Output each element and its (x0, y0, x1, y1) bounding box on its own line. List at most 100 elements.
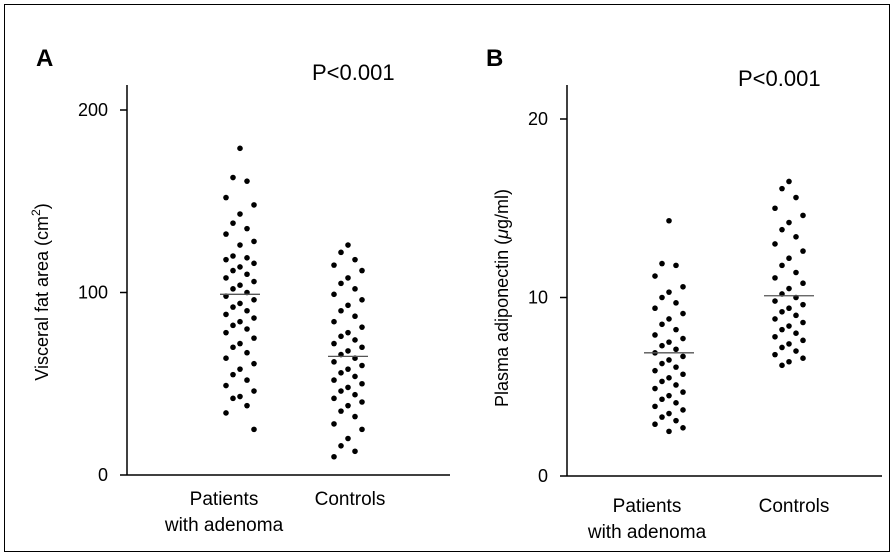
panel-b-y-axis-title-mu: μ (492, 229, 512, 240)
panel-a-point-controls (352, 448, 358, 455)
panel-b-point-controls (786, 305, 792, 312)
panel-a-point-patients (237, 300, 243, 307)
panel-b-point-patients (666, 375, 672, 381)
panel-b-point-controls (779, 362, 785, 369)
panel-b-point-controls (800, 319, 806, 326)
panel-a-point-patients (223, 231, 229, 237)
panel-b-point-controls (800, 212, 806, 219)
panel-a-point-patients (237, 318, 243, 325)
panel-b-point-controls (779, 185, 785, 192)
panel-b-point-controls (772, 241, 778, 247)
panel-b-point-controls (779, 344, 785, 351)
panel-a-point-patients (237, 242, 243, 248)
panel-a-point-patients (237, 211, 243, 217)
panel-a-y-axis-title-main: Visceral fat area (cm (32, 216, 52, 381)
panel-b-point-controls (779, 226, 785, 233)
panel-a-point-patients (251, 297, 257, 303)
panel-a-point-controls (331, 359, 337, 365)
panel-a-y-axis-title: Visceral fat area (cm2) (29, 203, 52, 380)
panel-a-point-controls (345, 275, 351, 281)
panel-b-point-patients (680, 283, 686, 290)
panel-a-point-patients (244, 377, 250, 383)
panel-a-point-patients (251, 238, 257, 245)
panel-a-point-controls (338, 388, 344, 394)
panel-a-point-controls (345, 348, 351, 354)
panel-a-point-patients (251, 315, 257, 321)
panel-a-point-patients (223, 275, 229, 281)
panel-b-y-tick-label: 20 (528, 109, 548, 129)
panel-b-y-tick-label: 10 (528, 288, 548, 308)
panel-b-point-patients (659, 260, 665, 267)
panel-a-point-controls (338, 307, 344, 314)
panel-a-point-patients (237, 264, 243, 270)
panel-b-point-controls (779, 262, 785, 269)
panel-b-point-controls (786, 219, 792, 226)
panel-a-point-patients (223, 355, 229, 362)
panel-b-point-patients (652, 403, 658, 410)
panel-b-point-patients (673, 300, 679, 306)
panel-b-point-patients (680, 389, 686, 395)
panel-a-point-patients (251, 388, 257, 394)
panel-a-point-patients (251, 278, 257, 285)
panel-b-point-controls (779, 326, 785, 333)
panel-a-point-patients (230, 322, 236, 329)
panel-b-point-controls (779, 308, 785, 315)
panel-a-point-patients (230, 371, 236, 378)
panel-a-point-controls (352, 373, 358, 380)
figure-frame (4, 4, 890, 552)
panel-b-point-controls (800, 337, 806, 344)
panel-a-point-patients (237, 340, 243, 347)
panel-a-category-controls: Controls (315, 489, 386, 510)
panel-a-point-controls (352, 256, 358, 263)
panel-b-point-patients (652, 421, 658, 428)
panel-a-point-patients (230, 267, 236, 274)
panel-a-point-patients (223, 329, 229, 336)
panel-b-y-tick-label: 0 (538, 466, 548, 486)
panel-b-point-patients (673, 346, 679, 353)
panel-a-point-patients (223, 410, 229, 416)
panel-a-point-patients (244, 178, 250, 184)
panel-a-point-controls (338, 408, 344, 414)
panel-b-point-patients (652, 273, 658, 279)
panel-a-point-patients (223, 256, 229, 263)
panel-b-point-controls (800, 248, 806, 254)
panel-a-point-patients (230, 304, 236, 310)
panel-b-point-controls (772, 298, 778, 304)
panel-b-category-patients-line2: with adenoma (587, 522, 707, 543)
panel-b-p-value: P<0.001 (738, 66, 821, 91)
panel-a-point-patients (223, 311, 229, 318)
panel-b-y-axis-title: Plasma adiponectin (μg/ml) (492, 189, 512, 407)
panel-b-point-patients (673, 262, 679, 269)
panel-b-point-controls (786, 341, 792, 347)
panel-b-point-controls (786, 358, 792, 365)
panel-a-point-controls (331, 421, 337, 427)
panel-b-point-controls (772, 333, 778, 340)
panel-b-point-controls (772, 275, 778, 281)
panel-b-point-patients (659, 342, 665, 349)
panel-a-category-patients-line2: with adenoma (164, 515, 284, 536)
panel-a-point-controls (331, 318, 337, 325)
panel-a-point-controls (345, 402, 351, 409)
panel-b-point-controls (786, 255, 792, 262)
panel-b-point-controls (786, 323, 792, 329)
panel-b-point-patients (673, 364, 679, 370)
panel-a-point-controls (352, 286, 358, 292)
panel-a-point-controls (345, 242, 351, 248)
panel-a-point-controls (359, 267, 365, 274)
panel-a-point-controls (345, 366, 351, 372)
panel-a-point-patients (230, 286, 236, 292)
panel-a-point-patients (230, 174, 236, 181)
panel-b-point-controls (793, 234, 799, 240)
panel-b-point-patients (666, 357, 672, 363)
panel-a-point-patients (251, 260, 257, 267)
panel-b-point-patients (666, 339, 672, 345)
panel-a-point-controls (352, 391, 358, 398)
panel-a-point-patients (244, 225, 250, 232)
panel-a-point-controls (331, 453, 337, 460)
panel-b-point-controls (786, 178, 792, 185)
panel-b-point-patients (652, 332, 658, 338)
panel-a-point-controls (345, 435, 351, 442)
panel-a-point-controls (331, 291, 337, 298)
panel-a-point-controls (352, 313, 358, 320)
panel-b-point-patients (666, 410, 672, 417)
